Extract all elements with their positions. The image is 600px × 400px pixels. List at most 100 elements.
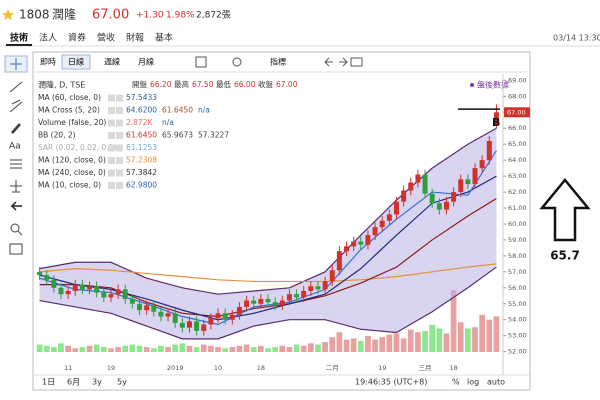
back-tool[interactable]: [10, 201, 22, 211]
snapshot-icon[interactable]: [350, 57, 363, 67]
indicator-icon[interactable]: [116, 119, 123, 127]
tab[interactable]: 法人: [39, 32, 57, 44]
tab[interactable]: 資券: [68, 32, 86, 44]
zoom-tool[interactable]: [10, 223, 20, 233]
indicator-icon[interactable]: [116, 182, 123, 189]
candle-body: [179, 322, 185, 328]
volume-bar: [422, 330, 428, 352]
indicator-name: Volume (false, 20): [38, 118, 106, 127]
tab[interactable]: 技術: [10, 32, 28, 44]
candle-body: [172, 313, 178, 323]
line-tools[interactable]: [9, 81, 23, 113]
indicator-icon[interactable]: [108, 157, 115, 164]
after-hours[interactable]: 盤後數據: [477, 80, 509, 90]
indicator-icon[interactable]: [108, 132, 115, 139]
star-icon[interactable]: [2, 9, 14, 20]
y-tick-label: 68.00: [508, 92, 527, 100]
tab[interactable]: 基本: [155, 32, 173, 44]
stock-code: 1808: [19, 8, 50, 22]
volume-bar: [43, 345, 50, 352]
volume-bar: [357, 340, 364, 352]
ohlc-label: 開盤: [132, 79, 147, 89]
pattern-tool[interactable]: [10, 159, 22, 169]
volume-bar: [293, 344, 300, 352]
indicator-icon[interactable]: [116, 94, 123, 102]
indicator-icon[interactable]: [108, 119, 115, 127]
range-button[interactable]: 1日: [42, 378, 55, 387]
indicator-icon[interactable]: [116, 144, 123, 152]
volume-bar: [479, 314, 486, 352]
y-tick-label: 57.00: [508, 268, 527, 276]
candle-body: [279, 300, 285, 306]
brush-tool[interactable]: [11, 123, 21, 134]
indicator-icon[interactable]: [108, 107, 115, 114]
y-tick-label: 56.00: [508, 284, 527, 292]
redo-icon[interactable]: [339, 57, 348, 67]
indicator-icon[interactable]: [108, 169, 115, 177]
settings-icon[interactable]: [232, 57, 242, 67]
indicator-icon[interactable]: [116, 107, 123, 114]
range-button[interactable]: 6月: [67, 378, 80, 387]
indicator-value: 57.2308: [126, 156, 157, 165]
range-button[interactable]: 5y: [117, 378, 127, 387]
indicator-icon[interactable]: [116, 157, 123, 164]
undo-icon[interactable]: [324, 57, 333, 67]
auto-toggle[interactable]: auto: [487, 378, 505, 387]
indicator-name: MA (120, close, 0): [38, 156, 106, 165]
indicator-line: [39, 127, 497, 295]
candle-body: [201, 324, 207, 331]
volume-bar: [122, 345, 129, 352]
candle-body: [186, 321, 192, 328]
toolbar-button[interactable]: 即時: [40, 58, 56, 67]
ohlc-value: 67.50: [192, 80, 214, 89]
candle-style-icon[interactable]: [195, 56, 207, 68]
indicator-icon[interactable]: [108, 94, 115, 102]
plot: 52.00 53.00 54.00 55.00 56.00 57.00 58.00 59.00…: [36, 74, 530, 375]
indicator-name: BB (20, 2): [38, 131, 76, 140]
volume-bar: [493, 316, 500, 352]
volume-bar: [50, 347, 57, 352]
measure-tool[interactable]: [9, 243, 23, 255]
indicator-icon[interactable]: [116, 132, 123, 139]
volume-bar: [236, 345, 243, 352]
toolbar-icons: [195, 56, 363, 68]
volume-bar: [365, 335, 371, 352]
log-toggle[interactable]: log: [467, 378, 479, 387]
indicator-name: MA (60, close, 0): [38, 93, 101, 102]
toolbar-button[interactable]: 週線: [104, 57, 120, 67]
volume: 2,872張: [196, 10, 231, 21]
volume-bar: [486, 319, 493, 352]
candle-body: [258, 298, 264, 304]
candle-body: [58, 287, 64, 295]
y-tick-label: 58.00: [508, 252, 527, 260]
candle-body: [436, 203, 442, 210]
tab[interactable]: 營收: [97, 32, 115, 44]
ohlc-label: 最低: [216, 79, 231, 89]
toolbar-button[interactable]: 指標: [270, 57, 286, 67]
tab[interactable]: 財報: [126, 32, 144, 44]
volume-bar: [229, 347, 236, 352]
candle-body: [94, 286, 100, 293]
pct-toggle[interactable]: %: [452, 378, 460, 387]
indicator-value: 61.6450: [162, 106, 193, 115]
x-tick-label: 19: [107, 364, 115, 372]
indicator-icon[interactable]: [108, 144, 115, 152]
candle-body: [429, 193, 435, 204]
candle-body: [222, 313, 228, 320]
candle-body: [115, 289, 121, 295]
candle-body: [286, 294, 292, 301]
indicator-value: 57.5433: [126, 93, 157, 102]
indicator-icon[interactable]: [108, 182, 115, 189]
toolbar-button[interactable]: 日線: [68, 57, 84, 67]
candle-body: [451, 192, 457, 202]
indicator-icon[interactable]: [116, 169, 123, 177]
x-tick-label: 2019: [167, 364, 184, 372]
text-tool[interactable]: Aa: [9, 142, 21, 152]
change: +1.30: [136, 11, 164, 21]
last-price-label: 67.00: [507, 108, 526, 116]
range-button[interactable]: 3y: [92, 378, 102, 387]
volume-bar: [258, 345, 264, 352]
fib-tool[interactable]: [10, 180, 22, 193]
toolbar-button[interactable]: 月線: [138, 57, 154, 67]
candle-body: [229, 314, 235, 320]
